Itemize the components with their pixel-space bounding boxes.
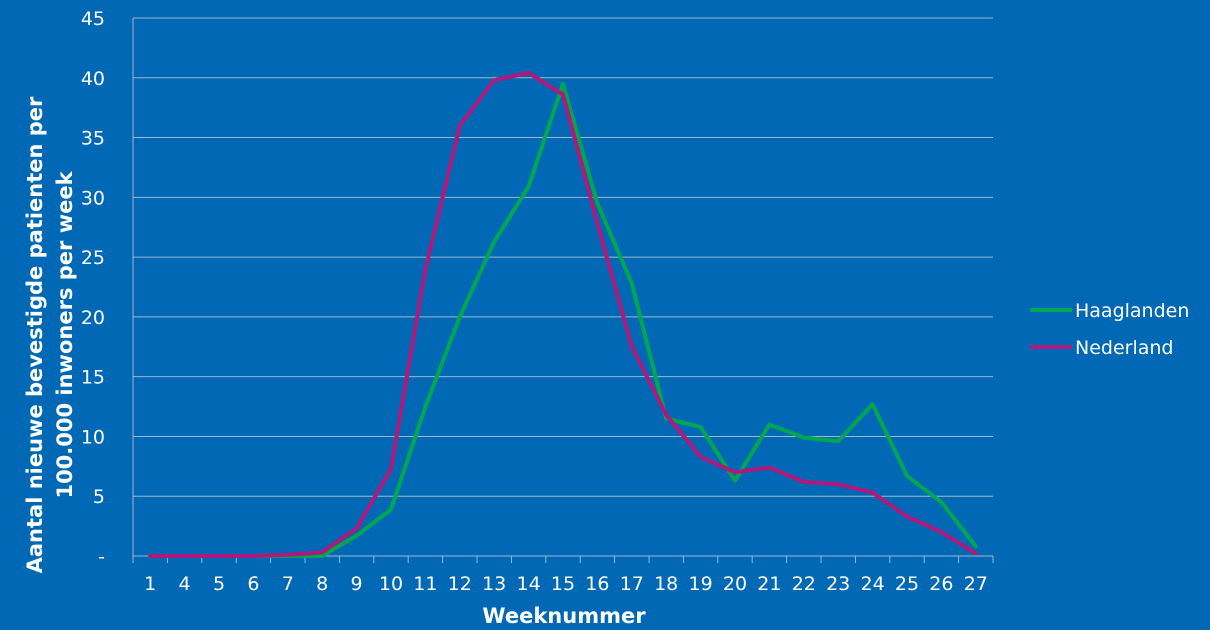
x-tick-label: 20: [723, 573, 747, 595]
x-tick-label: 19: [689, 573, 713, 595]
y-tick-label: 10: [81, 426, 105, 448]
y-tick-label: 40: [81, 68, 105, 90]
x-tick-label: 23: [826, 573, 850, 595]
y-tick-label: 20: [81, 307, 105, 329]
x-tick-label: 26: [929, 573, 953, 595]
x-tick-label: 9: [351, 573, 363, 595]
gridlines: [133, 17, 993, 497]
x-tick-label: 7: [282, 573, 294, 595]
x-tick-labels: 1 4 5 6 7 8 9 10 11 12 13 14 15 16 17 18 19 20 21 22 23 24 25 2…: [144, 573, 988, 595]
x-tick-label: 8: [316, 573, 328, 595]
y-axis-title-line2: 100.000 inwoners per week: [53, 170, 77, 498]
legend-label-nederland: Nederland: [1075, 337, 1174, 359]
y-tick-label: 5: [93, 486, 105, 508]
x-tick-label: 14: [517, 573, 541, 595]
x-tick-label: 21: [757, 573, 781, 595]
series-lines: [148, 71, 978, 558]
series-line-nederland: [148, 71, 978, 558]
y-tick-label: 25: [81, 247, 105, 269]
x-tick-label: 13: [482, 573, 506, 595]
y-tick-label: 35: [81, 128, 105, 150]
x-tick-label: 18: [654, 573, 678, 595]
y-tick-labels: - 5 10 15 20 25 30 35 40 45: [81, 8, 105, 568]
x-tick-label: 1: [144, 573, 156, 595]
x-tick-label: 4: [179, 573, 191, 595]
x-tick-label: 5: [213, 573, 225, 595]
x-tick-label: 11: [413, 573, 437, 595]
y-tick-label: 15: [81, 367, 105, 389]
legend-label-haaglanden: Haaglanden: [1075, 300, 1189, 322]
y-tick-label: -: [98, 546, 105, 568]
y-axis-title: Aantal nieuwe bevestigde patienten per 1…: [23, 96, 77, 573]
x-tick-label: 17: [620, 573, 644, 595]
x-tick-label: 10: [379, 573, 403, 595]
y-tick-label: 30: [81, 187, 105, 209]
x-axis-title: Weeknummer: [482, 604, 646, 628]
x-tick-label: 16: [585, 573, 609, 595]
x-tick-label: 27: [964, 573, 988, 595]
y-tick-label: 45: [81, 8, 105, 30]
x-tick-label: 24: [861, 573, 885, 595]
x-tick-label: 15: [551, 573, 575, 595]
y-axis-title-line1: Aantal nieuwe bevestigde patienten per: [23, 96, 47, 573]
legend: Haaglanden Nederland: [1030, 300, 1189, 359]
x-tick-label: 22: [792, 573, 816, 595]
series-line-haaglanden: [148, 81, 978, 558]
x-tick-label: 12: [448, 573, 472, 595]
x-tick-label: 6: [247, 573, 259, 595]
x-tick-label: 25: [895, 573, 919, 595]
